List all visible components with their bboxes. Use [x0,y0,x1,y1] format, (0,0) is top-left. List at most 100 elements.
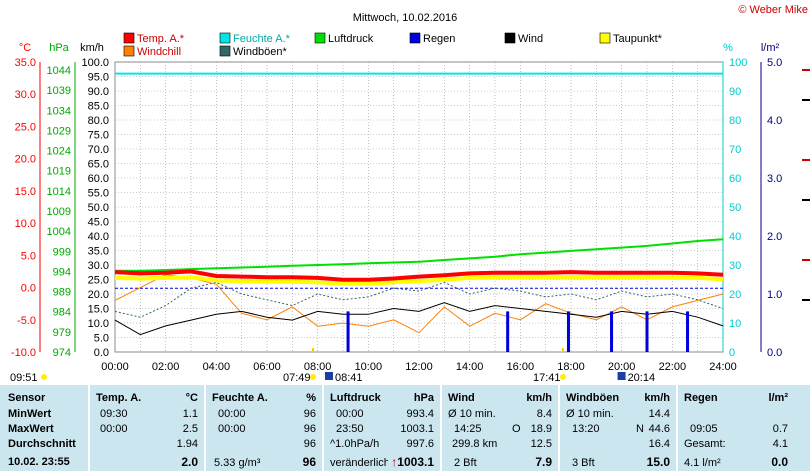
legend-label-wind: Wind [518,33,543,45]
temp-tick-label: -10.0 [11,347,36,359]
time-tick-label: 24:00 [709,361,737,373]
rain-bar [610,311,614,352]
humidity-min-time: 00:00 [218,408,246,420]
time-tick-label: 18:00 [557,361,585,373]
humidity-tick-label: 50 [729,202,741,214]
weather-chart: Mittwoch, 10.02.2016 © Weber Mike °C hPa… [10,4,810,384]
speed-tick-label: 0.0 [94,347,109,359]
speed-tick-label: 75.0 [88,130,109,142]
gusts-max-time: 13:20 [572,423,600,435]
row-label-max: MaxWert [8,423,54,435]
legend-label-windchill: Windchill [137,46,181,58]
sunset-icon [559,374,566,380]
humidity-tick-label: 70 [729,144,741,156]
chart-title: Mittwoch, 10.02.2016 [353,12,458,24]
rain-axis-unit: l/m² [761,42,780,54]
gusts-avg-label: Ø 10 min. [566,408,614,420]
moon-time: 20:14 [628,372,656,384]
pressure-trend: ^1.0hPa/h [330,438,380,450]
moonset-time: 09:51 [10,372,38,384]
time-tick-label: 22:00 [659,361,687,373]
time-tick-label: 20:00 [608,361,636,373]
wind-max-direction: O [512,423,521,435]
humidity-max-value: 96 [303,423,316,435]
humidity-tick-label: 0 [729,347,735,359]
credit-link[interactable]: © Weber Mike [738,4,808,16]
temp-axis-unit: °C [19,42,31,54]
humidity-tick-label: 40 [729,231,741,243]
pressure-tick-label: 984 [53,307,71,319]
speed-tick-label: 5.0 [94,333,109,345]
speed-tick-label: 15.0 [88,304,109,316]
row-label-min: MinWert [8,408,52,420]
pressure-tick-label: 999 [53,246,71,258]
temp-tick-label: 15.0 [15,186,36,198]
statistics-table: Sensor MinWert MaxWert Durchschnitt 10.0… [0,385,810,471]
pressure-tick-label: 989 [53,287,71,299]
wind-distance: 299.8 km [452,438,498,450]
legend-label-dewpoint: Taupunkt* [613,33,663,45]
speed-tick-label: 90.0 [88,86,109,98]
sun-moon-row: 09:51 07:49 08:41 17:41 20:14 [10,348,655,384]
humidity-tick-label: 10 [729,318,741,330]
speed-tick-label: 60.0 [88,173,109,185]
temp-tick-label: 35.0 [15,57,36,69]
chart-plot-area [114,72,724,352]
chart-grid [114,61,724,353]
stats-pressure-column: Luftdruck hPa 00:00 993.4 23:50 1003.1 ^… [324,385,440,471]
temp-current-value: 2.0 [181,455,198,469]
series-wind-line [114,302,724,336]
row-label-average: Durchschnitt [8,438,76,450]
gusts-current-value: 15.0 [646,455,670,469]
rain-tick-label: 2.0 [767,231,782,243]
pressure-axis-unit: hPa [49,42,69,54]
humidity-min-value: 96 [303,408,316,420]
rain-max-value: 0.7 [772,423,788,435]
humidity-header: Feuchte A. [212,392,268,404]
humidity-current-value: 96 [302,455,316,469]
legend-swatch-windchill [123,45,135,57]
series-windchill-line [114,274,724,334]
speed-tick-label: 80.0 [88,115,109,127]
chart-axes: 100.095.090.085.080.075.070.065.060.055.… [11,57,810,373]
sunset-time: 17:41 [533,372,561,384]
stats-wind-column: Wind km/h Ø 10 min. 8.4 14:25 O 18.9 299… [442,385,558,471]
legend-label-rain: Regen [423,33,455,45]
legend-swatch-pressure [314,32,326,44]
gusts-max-direction: N [636,423,644,435]
gusts-beaufort: 3 Bft [572,457,595,469]
pressure-current-value: ↑1003.1 [391,455,434,469]
rain-bar [346,311,350,352]
humidity-axis-unit: % [723,42,733,54]
pressure-tick-label: 1014 [47,186,71,198]
stats-rain-column: Regen l/m² 09:05 0.7 Gesamt: 4.1 4.1 l/m… [678,385,794,471]
pressure-min-time: 00:00 [336,408,364,420]
time-tick-label: 02:00 [152,361,180,373]
pressure-average-value: 997.6 [406,438,434,450]
wind-current-value: 7.9 [535,455,552,469]
pressure-tick-label: 1009 [47,206,71,218]
wind-avg10-value: 8.4 [536,408,552,420]
speed-tick-label: 30.0 [88,260,109,272]
temp-header: Temp. A. [96,392,142,404]
wind-beaufort: 2 Bft [454,457,477,469]
moon-phase-icon [617,372,626,380]
legend-label-pressure: Luftdruck [328,33,374,45]
time-tick-label: 12:00 [405,361,433,373]
pressure-header: Luftdruck [330,392,381,404]
pressure-min-value: 993.4 [406,408,434,420]
temp-max-time: 00:00 [100,423,128,435]
wind-header: Wind [448,392,475,404]
stats-label-column: Sensor MinWert MaxWert Durchschnitt 10.0… [0,385,88,471]
sunrise-time: 07:49 [283,372,311,384]
speed-tick-label: 100.0 [81,57,109,69]
temp-tick-label: 10.0 [15,218,36,230]
temp-min-value: 1.1 [182,408,198,420]
humidity-tick-label: 20 [729,289,741,301]
humidity-tick-label: 60 [729,173,741,185]
speed-tick-label: 50.0 [88,202,109,214]
rain-tick-label: 4.0 [767,115,782,127]
moonrise-icon [324,372,333,380]
legend-label-humidity: Feuchte A.* [233,33,291,45]
rain-current-amount: 4.1 l/m² [684,457,721,469]
